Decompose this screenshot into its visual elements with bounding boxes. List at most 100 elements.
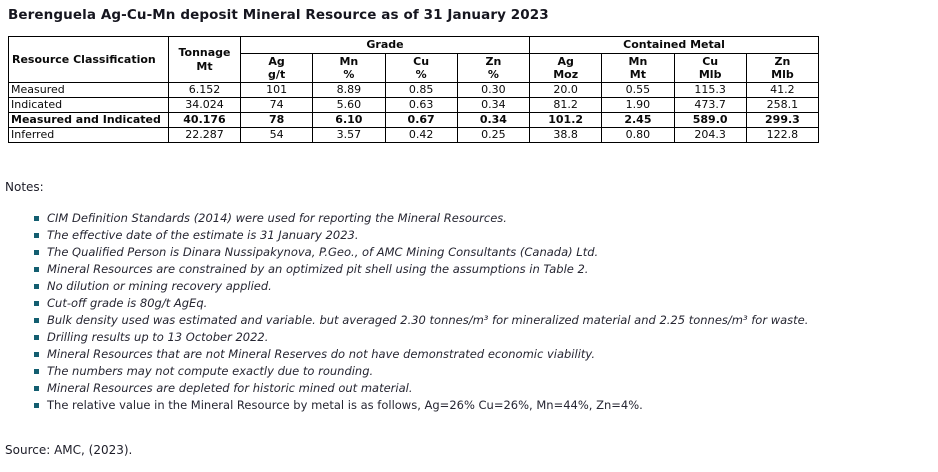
note-item: The relative value in the Mineral Resour… — [33, 397, 885, 414]
header-cu-mlb: Cu Mlb — [673, 53, 747, 83]
note-text: Bulk density used was estimated and vari… — [47, 313, 809, 327]
bullet-square-icon — [34, 335, 39, 340]
note-text: No dilution or mining recovery applied. — [47, 279, 272, 293]
note-item: CIM Definition Standards (2014) were use… — [33, 210, 885, 227]
cell-zn-mlb: 299.3 — [745, 112, 820, 128]
note-item: No dilution or mining recovery applied. — [33, 278, 885, 295]
header-zn-pct: Zn % — [456, 53, 531, 83]
mineral-resource-table: Resource Classification Tonnage Mt Grade… — [8, 36, 820, 143]
cell-tonnage: 22.287 — [168, 127, 241, 143]
cell-tonnage: 40.176 — [168, 112, 241, 128]
cell-ag-gt: 78 — [239, 112, 314, 128]
cell-mn-mt: 2.45 — [601, 112, 675, 128]
cell-classification: Indicated — [8, 97, 169, 113]
header-mn-mt: Mn Mt — [601, 53, 675, 83]
bullet-square-icon — [34, 386, 39, 391]
notes-list: CIM Definition Standards (2014) were use… — [33, 210, 885, 414]
cell-classification: Measured — [8, 82, 169, 98]
note-item: Mineral Resources are constrained by an … — [33, 261, 885, 278]
note-item: Mineral Resources that are not Mineral R… — [33, 346, 885, 363]
table-row-inferred: Inferred 22.287 54 3.57 0.42 0.25 38.8 0… — [8, 127, 820, 143]
table-row-measured: Measured 6.152 101 8.89 0.85 0.30 20.0 0… — [8, 82, 820, 98]
cell-ag-gt: 54 — [239, 127, 314, 143]
cell-classification: Measured and Indicated — [8, 112, 169, 128]
bullet-square-icon — [34, 318, 39, 323]
cell-zn-mlb: 122.8 — [745, 127, 820, 143]
header-tonnage: Tonnage Mt — [168, 36, 241, 83]
cell-mn-pct: 3.57 — [312, 127, 386, 143]
note-text: The effective date of the estimate is 31… — [47, 228, 359, 242]
bullet-square-icon — [34, 403, 39, 408]
page-title: Berenguela Ag-Cu-Mn deposit Mineral Reso… — [8, 7, 549, 23]
header-grade-group: Grade — [239, 36, 531, 54]
header-resource-classification: Resource Classification — [8, 36, 169, 83]
table-group-header-row: Resource Classification Tonnage Mt Grade… — [8, 36, 820, 83]
cell-ag-gt: 74 — [239, 97, 314, 113]
cell-mn-mt: 1.90 — [601, 97, 675, 113]
note-item: The numbers may not compute exactly due … — [33, 363, 885, 380]
note-item: Drilling results up to 13 October 2022. — [33, 329, 885, 346]
note-text: Mineral Resources that are not Mineral R… — [47, 347, 595, 361]
note-text: Mineral Resources are constrained by an … — [47, 262, 589, 276]
cell-zn-pct: 0.34 — [456, 97, 531, 113]
cell-mn-pct: 6.10 — [312, 112, 386, 128]
note-text: The Qualified Person is Dinara Nussipaky… — [47, 245, 599, 259]
bullet-square-icon — [34, 250, 39, 255]
cell-cu-pct: 0.85 — [384, 82, 458, 98]
cell-cu-pct: 0.63 — [384, 97, 458, 113]
note-text: Cut-off grade is 80g/t AgEq. — [47, 296, 208, 310]
cell-cu-pct: 0.42 — [384, 127, 458, 143]
table-row-measured-and-indicated: Measured and Indicated 40.176 78 6.10 0.… — [8, 112, 820, 128]
note-text: The relative value in the Mineral Resour… — [47, 398, 643, 412]
header-zn-mlb: Zn Mlb — [745, 53, 820, 83]
cell-tonnage: 6.152 — [168, 82, 241, 98]
note-item: Mineral Resources are depleted for histo… — [33, 380, 885, 397]
notes-label: Notes: — [5, 180, 44, 194]
bullet-square-icon — [34, 267, 39, 272]
cell-cu-pct: 0.67 — [384, 112, 458, 128]
bullet-square-icon — [34, 233, 39, 238]
cell-zn-pct: 0.30 — [456, 82, 531, 98]
cell-mn-mt: 0.80 — [601, 127, 675, 143]
bullet-square-icon — [34, 352, 39, 357]
note-text: The numbers may not compute exactly due … — [47, 364, 374, 378]
cell-cu-mlb: 115.3 — [673, 82, 747, 98]
note-text: CIM Definition Standards (2014) were use… — [47, 211, 507, 225]
cell-zn-mlb: 41.2 — [745, 82, 820, 98]
note-text: Drilling results up to 13 October 2022. — [47, 330, 269, 344]
note-item: Cut-off grade is 80g/t AgEq. — [33, 295, 885, 312]
cell-ag-moz: 38.8 — [529, 127, 603, 143]
source-line: Source: AMC, (2023). — [5, 443, 133, 457]
note-item: The Qualified Person is Dinara Nussipaky… — [33, 244, 885, 261]
header-cu-pct: Cu % — [384, 53, 458, 83]
cell-classification: Inferred — [8, 127, 169, 143]
cell-cu-mlb: 589.0 — [673, 112, 747, 128]
header-mn-pct: Mn % — [312, 53, 386, 83]
cell-tonnage: 34.024 — [168, 97, 241, 113]
note-text: Mineral Resources are depleted for histo… — [47, 381, 413, 395]
header-ag-gt: Ag g/t — [239, 53, 314, 83]
cell-mn-pct: 8.89 — [312, 82, 386, 98]
cell-zn-pct: 0.25 — [456, 127, 531, 143]
header-ag-moz: Ag Moz — [529, 53, 603, 83]
cell-cu-mlb: 473.7 — [673, 97, 747, 113]
cell-ag-gt: 101 — [239, 82, 314, 98]
bullet-square-icon — [34, 369, 39, 374]
cell-mn-pct: 5.60 — [312, 97, 386, 113]
cell-cu-mlb: 204.3 — [673, 127, 747, 143]
table-sub-header-row: Ag g/t Mn % Cu % Zn % Ag Moz Mn Mt Cu Ml… — [9, 53, 820, 83]
cell-zn-pct: 0.34 — [456, 112, 531, 128]
note-item: The effective date of the estimate is 31… — [33, 227, 885, 244]
header-contained-metal-group: Contained Metal — [529, 36, 820, 54]
cell-zn-mlb: 258.1 — [745, 97, 820, 113]
bullet-square-icon — [34, 216, 39, 221]
cell-ag-moz: 81.2 — [529, 97, 603, 113]
table-row-indicated: Indicated 34.024 74 5.60 0.63 0.34 81.2 … — [8, 97, 820, 113]
cell-mn-mt: 0.55 — [601, 82, 675, 98]
note-item: Bulk density used was estimated and vari… — [33, 312, 885, 329]
cell-ag-moz: 101.2 — [529, 112, 603, 128]
cell-ag-moz: 20.0 — [529, 82, 603, 98]
bullet-square-icon — [34, 284, 39, 289]
bullet-square-icon — [34, 301, 39, 306]
